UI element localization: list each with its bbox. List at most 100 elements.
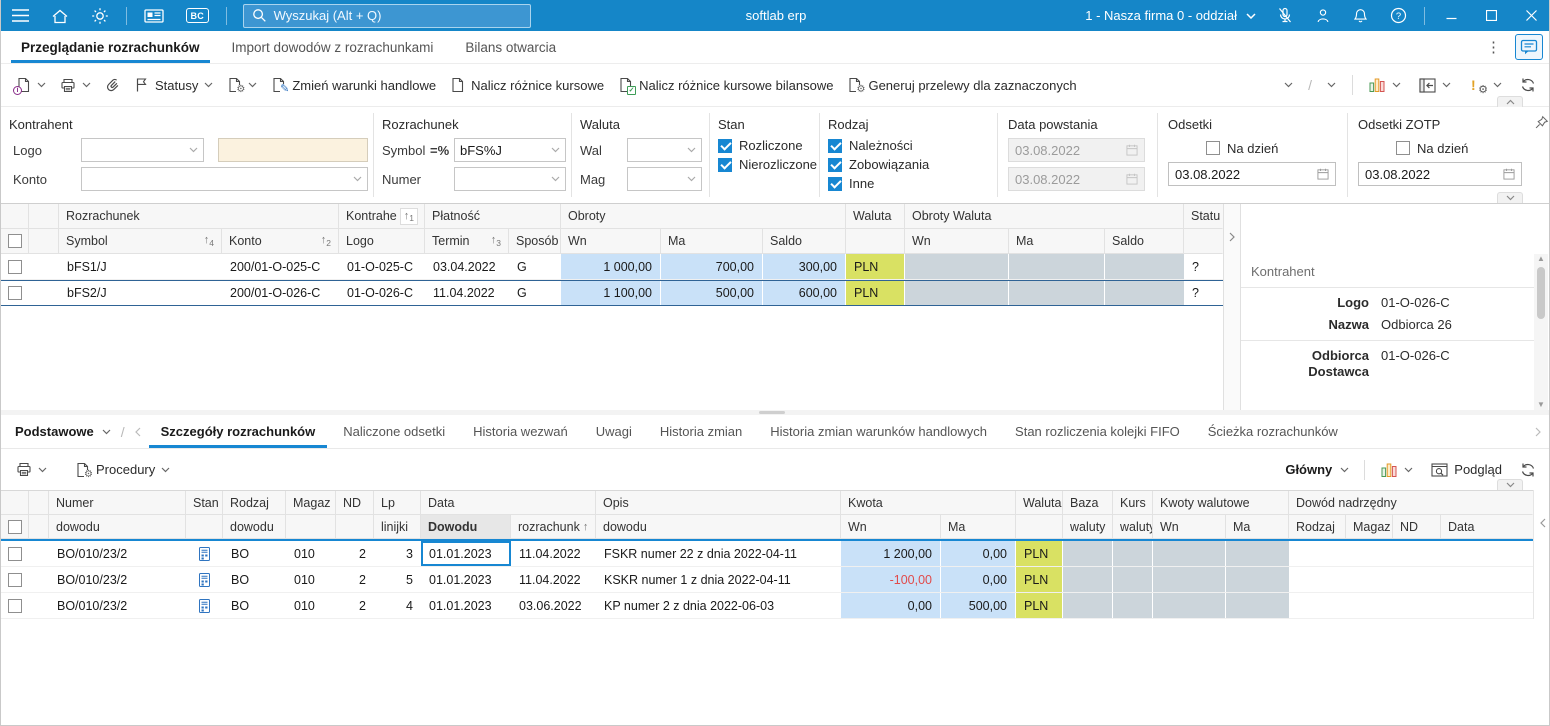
column-header-saldo[interactable]: Saldo — [763, 229, 846, 254]
column-header-symbol[interactable]: Symbol ↑ 4 — [59, 229, 222, 254]
column-header-konto[interactable]: Konto ↑ 2 — [222, 229, 339, 254]
notifications-button[interactable] — [1342, 0, 1379, 31]
column-header-dn-magazyn[interactable]: Magaz — [1346, 515, 1393, 539]
tab-naliczone-odsetki[interactable]: Naliczone odsetki — [329, 415, 459, 448]
group-header-kontrahent[interactable]: Kontrahe ↑ 1 — [339, 204, 425, 229]
secondary-actions-dropdown[interactable] — [1320, 77, 1343, 93]
column-header-kwota-ma[interactable]: Ma — [941, 515, 1016, 539]
column-header-waluta-wn[interactable]: Wn — [905, 229, 1009, 254]
group-header-waluta[interactable]: Waluta — [846, 204, 905, 229]
row-checkbox[interactable] — [8, 286, 22, 300]
pin-filter-panel-button[interactable] — [1534, 115, 1549, 130]
logo-filter-combo[interactable] — [81, 138, 204, 162]
tab-przegladanie-rozrachunkow[interactable]: Przeglądanie rozrachunków — [9, 31, 212, 63]
alerts-settings-button[interactable]: ! ⚙ — [1462, 72, 1509, 99]
scrollbar-thumb[interactable] — [1537, 267, 1545, 319]
column-header-opis-dowodu[interactable]: dowodu — [596, 515, 841, 539]
mag-filter-combo[interactable] — [627, 167, 702, 191]
tab-bilans-otwarcia[interactable]: Bilans otwarcia — [453, 31, 568, 63]
group-header-kwoty-walutowe[interactable]: Kwoty walutowe — [1153, 491, 1289, 515]
numer-filter-combo[interactable] — [454, 167, 566, 191]
table-row[interactable]: bFS1/J 200/01-O-025-C 01-O-025-C 03.04.2… — [1, 254, 1223, 280]
company-selector[interactable]: 1 - Nasza firma 0 - oddział — [1075, 8, 1266, 23]
expand-side-panel-button[interactable] — [1539, 518, 1546, 534]
chart-button[interactable] — [1362, 72, 1408, 98]
collapse-filter-down-button[interactable] — [1497, 192, 1523, 203]
zotp-date-input[interactable]: 03.08.2022 — [1358, 162, 1522, 186]
hamburger-menu-button[interactable] — [1, 0, 40, 31]
document-info-button[interactable]: i — [9, 72, 53, 98]
column-header-data-rozrachunku[interactable]: rozrachunk ↑ — [511, 515, 596, 539]
symbol-operator[interactable]: =% — [430, 142, 450, 158]
tab-sciezka-rozrachunkow[interactable]: Ścieżka rozrachunków — [1194, 415, 1352, 448]
tab-uwagi[interactable]: Uwagi — [582, 415, 646, 448]
row-checkbox[interactable] — [8, 598, 22, 613]
tab-historia-wezwan[interactable]: Historia wezwań — [459, 415, 582, 448]
statusy-button[interactable]: Statusy — [127, 72, 220, 98]
group-header-opis[interactable]: Opis — [596, 491, 841, 515]
tab-historia-zmian[interactable]: Historia zmian — [646, 415, 756, 448]
group-header-baza[interactable]: Baza — [1063, 491, 1113, 515]
zmien-warunki-handlowe-button[interactable]: ✎ Zmień warunki handlowe — [264, 72, 443, 98]
naleznosci-checkbox[interactable] — [828, 138, 842, 153]
column-header-kwota-wn[interactable]: Wn — [841, 515, 941, 539]
odsetki-na-dzien-row[interactable]: Na dzień — [1206, 138, 1347, 158]
home-button[interactable] — [40, 0, 80, 31]
zobowiazania-checkbox[interactable] — [828, 157, 842, 172]
symbol-filter-combo[interactable]: bFS%J — [454, 138, 566, 162]
logo-filter-text-input[interactable] — [218, 138, 368, 162]
chevron-right-icon[interactable] — [1225, 226, 1239, 248]
column-header-termin[interactable]: Termin ↑ 3 — [425, 229, 509, 254]
column-header-ma[interactable]: Ma — [661, 229, 763, 254]
detail-chart-button[interactable] — [1374, 457, 1420, 483]
tab-stan-rozliczenia-fifo[interactable]: Stan rozliczenia kolejki FIFO — [1001, 415, 1194, 448]
table-row[interactable]: BO/010/23/2 BO 010 2 4 01.01.2023 03.06.… — [1, 593, 1533, 619]
news-button[interactable] — [133, 0, 175, 31]
inne-checkbox-row[interactable]: Inne — [828, 176, 997, 191]
data-powstania-do-input[interactable]: 03.08.2022 — [1008, 167, 1145, 191]
table-row[interactable]: BO/010/23/2 BO 010 2 5 01.01.2023 11.04.… — [1, 567, 1533, 593]
column-header-dn-data[interactable]: Data — [1441, 515, 1533, 539]
row-checkbox[interactable] — [8, 572, 22, 587]
document-settings-button[interactable]: ⚙ — [220, 72, 264, 98]
tabs-scroll-left-button[interactable] — [129, 415, 147, 448]
inne-checkbox[interactable] — [828, 176, 842, 191]
odsetki-na-dzien-checkbox[interactable] — [1206, 141, 1220, 155]
group-header-magazyn[interactable]: Magaz — [286, 491, 336, 515]
help-button[interactable]: ? — [1379, 0, 1418, 31]
row-checkbox[interactable] — [8, 546, 22, 561]
nalicz-roznice-bilansowe-button[interactable]: ✓ Nalicz różnice kursowe bilansowe — [611, 72, 840, 98]
column-header-sposob[interactable]: Sposób — [509, 229, 561, 254]
horizontal-splitter[interactable] — [1, 410, 1549, 415]
panel-splitter[interactable] — [1223, 204, 1241, 410]
refresh-button[interactable] — [1513, 72, 1543, 98]
minimize-button[interactable] — [1431, 0, 1471, 31]
bc-module-button[interactable]: BC — [175, 0, 220, 31]
collapse-detail-toolbar-button[interactable] — [1497, 479, 1523, 490]
procedury-button[interactable]: ⚙ Procedury — [68, 457, 177, 483]
row-checkbox[interactable] — [8, 259, 22, 274]
zobowiazania-checkbox-row[interactable]: Zobowiązania — [828, 157, 997, 172]
group-header-waluta[interactable]: Waluta — [1016, 491, 1063, 515]
microphone-muted-button[interactable] — [1266, 0, 1304, 31]
collapse-filter-up-button[interactable] — [1497, 96, 1523, 107]
select-all-checkbox[interactable] — [7, 519, 22, 534]
group-header-kwota[interactable]: Kwota — [841, 491, 1016, 515]
table-row-selected[interactable]: bFS2/J 200/01-O-026-C 01-O-026-C 11.04.2… — [1, 280, 1223, 306]
detail-refresh-button[interactable] — [1513, 457, 1543, 483]
group-header-lp[interactable]: Lp — [374, 491, 421, 515]
column-header-kurs-waluty[interactable]: waluty — [1113, 515, 1153, 539]
group-header-status[interactable]: Statu — [1184, 204, 1223, 229]
user-button[interactable] — [1304, 0, 1342, 31]
tab-szczegoly-rozrachunkow[interactable]: Szczegóły rozrachunków — [147, 415, 330, 448]
global-search-input[interactable]: Wyszukaj (Alt + Q) — [242, 3, 531, 28]
nalicz-roznice-kursowe-button[interactable]: Nalicz różnice kursowe — [443, 72, 611, 98]
grid-view-selector[interactable]: Główny — [1279, 462, 1355, 477]
more-actions-dropdown[interactable] — [1277, 77, 1300, 93]
select-all-checkbox[interactable] — [7, 234, 22, 248]
wal-filter-combo[interactable] — [627, 138, 702, 162]
naleznosci-checkbox-row[interactable]: Należności — [828, 138, 997, 153]
group-header-nd[interactable]: ND — [336, 491, 374, 515]
scroll-up-icon[interactable]: ▲ — [1537, 254, 1545, 263]
chat-button[interactable] — [1515, 34, 1543, 60]
